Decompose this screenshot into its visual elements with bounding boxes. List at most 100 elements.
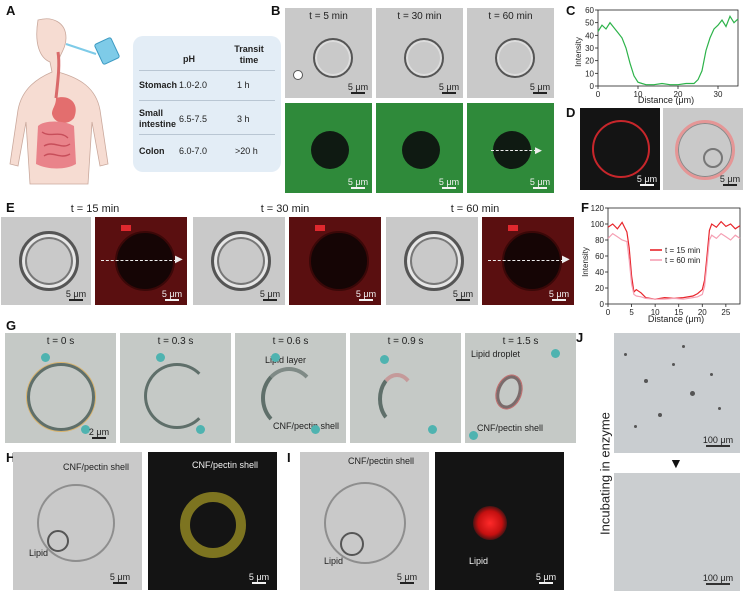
timelapse-image-0-3s: t = 0.3 s <box>120 333 231 443</box>
legend-label: t = 15 min <box>665 246 700 255</box>
brightfield-image-30min: t = 30 min 5 μm <box>376 8 463 98</box>
y-tick-label: 40 <box>585 31 594 40</box>
shell-annotation: CNF/pectin shell <box>192 460 259 470</box>
fluorescence-image-30min: 5 μm <box>376 103 463 193</box>
arrow-down-icon: ▼ <box>669 455 683 471</box>
incubating-label: Incubating in enzyme <box>597 412 613 535</box>
y-tick-label: 0 <box>590 82 595 91</box>
panel-label-a: A <box>6 3 16 18</box>
x-tick-label: 30 <box>714 90 723 99</box>
red-fluorescence-image-15min: ▶ 5 μm <box>95 217 187 305</box>
scale-bar-label: 5 μm <box>529 177 551 187</box>
fluorescence-image-5min: 5 μm <box>285 103 372 193</box>
panel-label-h: H <box>6 450 16 465</box>
time-label: t = 30 min <box>397 11 442 22</box>
x-tick-label: 20 <box>674 90 683 99</box>
shell-annotation: CNF/pectin shell <box>348 456 415 466</box>
y-tick-label: 20 <box>595 284 604 293</box>
y-tick-label: 80 <box>595 236 604 245</box>
shell-annotation: CNF/pectin shell <box>63 462 130 472</box>
time-label: t = 0.9 s <box>387 336 424 347</box>
lipid-layer-annotation: Lipid layer <box>265 355 307 365</box>
scale-bar-label: 100 μm <box>702 573 734 583</box>
timelapse-image-0-6s: t = 0.6 s Lipid layer CNF/pectin shell <box>235 333 346 443</box>
lipid-annotation: Lipid <box>469 556 489 566</box>
chart-c: Intensity Distance (μm) 0 10 20 30 0 10 20 30 40… <box>574 6 739 105</box>
panel-label-c: C <box>566 3 576 18</box>
series-line-0 <box>607 220 741 300</box>
scale-bar-label: 5 μm <box>259 289 281 299</box>
panel-label-e: E <box>6 200 15 215</box>
transit-header: Transit time <box>234 44 264 65</box>
brightfield-image-60min: 5 μm <box>386 217 478 305</box>
chart-f: Intensity Distance (μm) 0 5 10 15 20 25 0 20 40 6… <box>581 204 741 324</box>
lipid-annotation: Lipid <box>324 556 344 566</box>
scale-bar-label: 5 μm <box>347 82 369 92</box>
brightfield-image-15min: 5 μm <box>1 217 91 305</box>
chart-c-xlabel: Distance (μm) <box>638 95 694 105</box>
scale-bar-label: 2 μm <box>88 427 110 437</box>
y-tick-label: 60 <box>585 6 594 15</box>
row-ph: 6.0-7.0 <box>179 146 208 156</box>
time-label: t = 0.6 s <box>272 336 309 347</box>
panel-label-i: I <box>287 450 291 465</box>
scale-bar-label: 5 μm <box>109 572 131 582</box>
shell-annotation: CNF/pectin shell <box>273 421 340 431</box>
time-label: t = 30 min <box>260 203 310 215</box>
y-tick-label: 20 <box>585 57 594 66</box>
time-label: t = 5 min <box>309 11 348 22</box>
row-organ: Small intestine <box>139 108 177 129</box>
red-fluorescence-image-60min: ▶ 5 μm <box>482 217 574 305</box>
scale-bar-label: 5 μm <box>438 177 460 187</box>
merged-image: 5 μm <box>663 108 743 190</box>
x-tick-label: 10 <box>634 90 643 99</box>
time-label: t = 1.5 s <box>502 336 539 347</box>
y-tick-label: 40 <box>595 268 604 277</box>
timelapse-image-1-5s: t = 1.5 s Lipid droplet CNF/pectin shell <box>465 333 576 443</box>
yellow-fluorescence-image-h: CNF/pectin shell 5 μm <box>148 452 277 590</box>
line-profile-arrow <box>488 260 564 261</box>
shell-annotation: CNF/pectin shell <box>477 423 544 433</box>
brightfield-image-5min: t = 5 min 5 μm <box>285 8 372 98</box>
gi-conditions-table: pH Transit time Stomach 1.0-2.0 1 h Smal… <box>133 36 281 172</box>
line-profile-arrow <box>101 260 177 261</box>
x-tick-label: 20 <box>698 308 707 317</box>
x-tick-label: 25 <box>721 308 730 317</box>
timelapse-image-0s: t = 0 s 2 μm <box>5 333 116 443</box>
y-tick-label: 10 <box>585 69 594 78</box>
after-enzyme-image: 100 μm <box>614 473 740 591</box>
row-time: 1 h <box>237 80 250 90</box>
time-label: t = 60 min <box>488 11 533 22</box>
panel-label-g: G <box>6 318 17 333</box>
red-fluorescence-image: 5 μm <box>580 108 660 190</box>
scale-bar-label: 5 μm <box>355 289 377 299</box>
y-tick-label: 0 <box>600 300 605 309</box>
y-tick-label: 100 <box>591 220 605 229</box>
panel-label-j: J <box>576 330 584 345</box>
scale-bar-label: 5 μm <box>248 572 270 582</box>
time-label: t = 0 s <box>46 336 75 347</box>
panel-label-b: B <box>271 3 281 18</box>
chart-f-ylabel: Intensity <box>581 247 590 277</box>
time-label: t = 0.3 s <box>157 336 194 347</box>
x-tick-label: 10 <box>651 308 660 317</box>
brightfield-image-30min: 5 μm <box>193 217 285 305</box>
timelapse-image-0-9s: t = 0.9 s <box>350 333 461 443</box>
chart-c-ylabel: Intensity <box>574 37 583 67</box>
brightfield-image-i: CNF/pectin shell Lipid 5 μm <box>300 452 429 590</box>
scale-bar-label: 5 μm <box>452 289 474 299</box>
chart-f-xlabel: Distance (μm) <box>648 314 704 324</box>
series-line-1 <box>607 232 741 300</box>
row-time: 3 h <box>237 114 250 124</box>
y-tick-label: 120 <box>591 204 605 213</box>
scale-bar-label: 5 μm <box>396 572 418 582</box>
y-tick-label: 30 <box>585 44 594 53</box>
scale-bar-label: 5 μm <box>438 82 460 92</box>
fluorescence-image-60min: ▶ 5 μm <box>467 103 554 193</box>
brightfield-image-h: CNF/pectin shell Lipid 5 μm <box>13 452 142 590</box>
x-tick-label: 0 <box>606 308 611 317</box>
row-time: >20 h <box>235 146 258 156</box>
row-ph: 6.5-7.5 <box>179 114 208 124</box>
y-tick-label: 60 <box>595 252 604 261</box>
scale-bar-label: 5 μm <box>347 177 369 187</box>
